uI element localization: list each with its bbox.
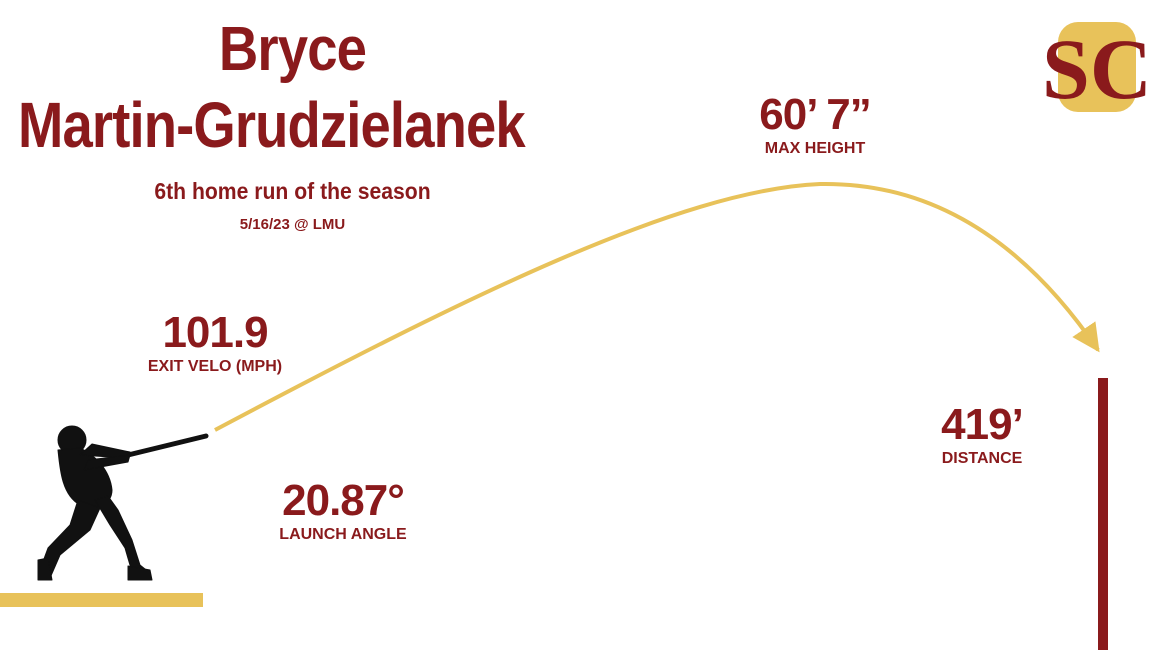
ball-trajectory (214, 181, 1100, 432)
distance-stat: 419’ DISTANCE (897, 400, 1067, 468)
exit-velo-value: 101.9 (162, 308, 268, 357)
distance-value: 419’ (941, 400, 1024, 449)
player-first-name: Bryce (218, 15, 367, 84)
exit-velo-label: EXIT VELO (MPH) (147, 358, 283, 375)
batter-silhouette-icon (37, 425, 209, 581)
max-height-stat: 60’ 7” MAX HEIGHT (730, 90, 900, 158)
season-hr-subtitle: 6th home run of the season (154, 178, 431, 204)
distance-label: DISTANCE (941, 450, 1023, 467)
outfield-wall (1098, 378, 1108, 650)
player-last-name: Martin-Grudzielanek (18, 89, 526, 161)
game-date-line: 5/16/23 @ LMU (239, 216, 346, 233)
launch-angle-stat: 20.87° LAUNCH ANGLE (258, 476, 428, 544)
max-height-label: MAX HEIGHT (764, 140, 866, 157)
logo-text: SC (1042, 21, 1152, 117)
exit-velo-stat: 101.9 EXIT VELO (MPH) (130, 308, 300, 376)
usc-interlock-logo: SC (1042, 21, 1152, 117)
launch-angle-value: 20.87° (282, 476, 405, 525)
ground-line (0, 593, 203, 607)
max-height-value: 60’ 7” (759, 90, 871, 139)
launch-angle-label: LAUNCH ANGLE (279, 526, 407, 543)
